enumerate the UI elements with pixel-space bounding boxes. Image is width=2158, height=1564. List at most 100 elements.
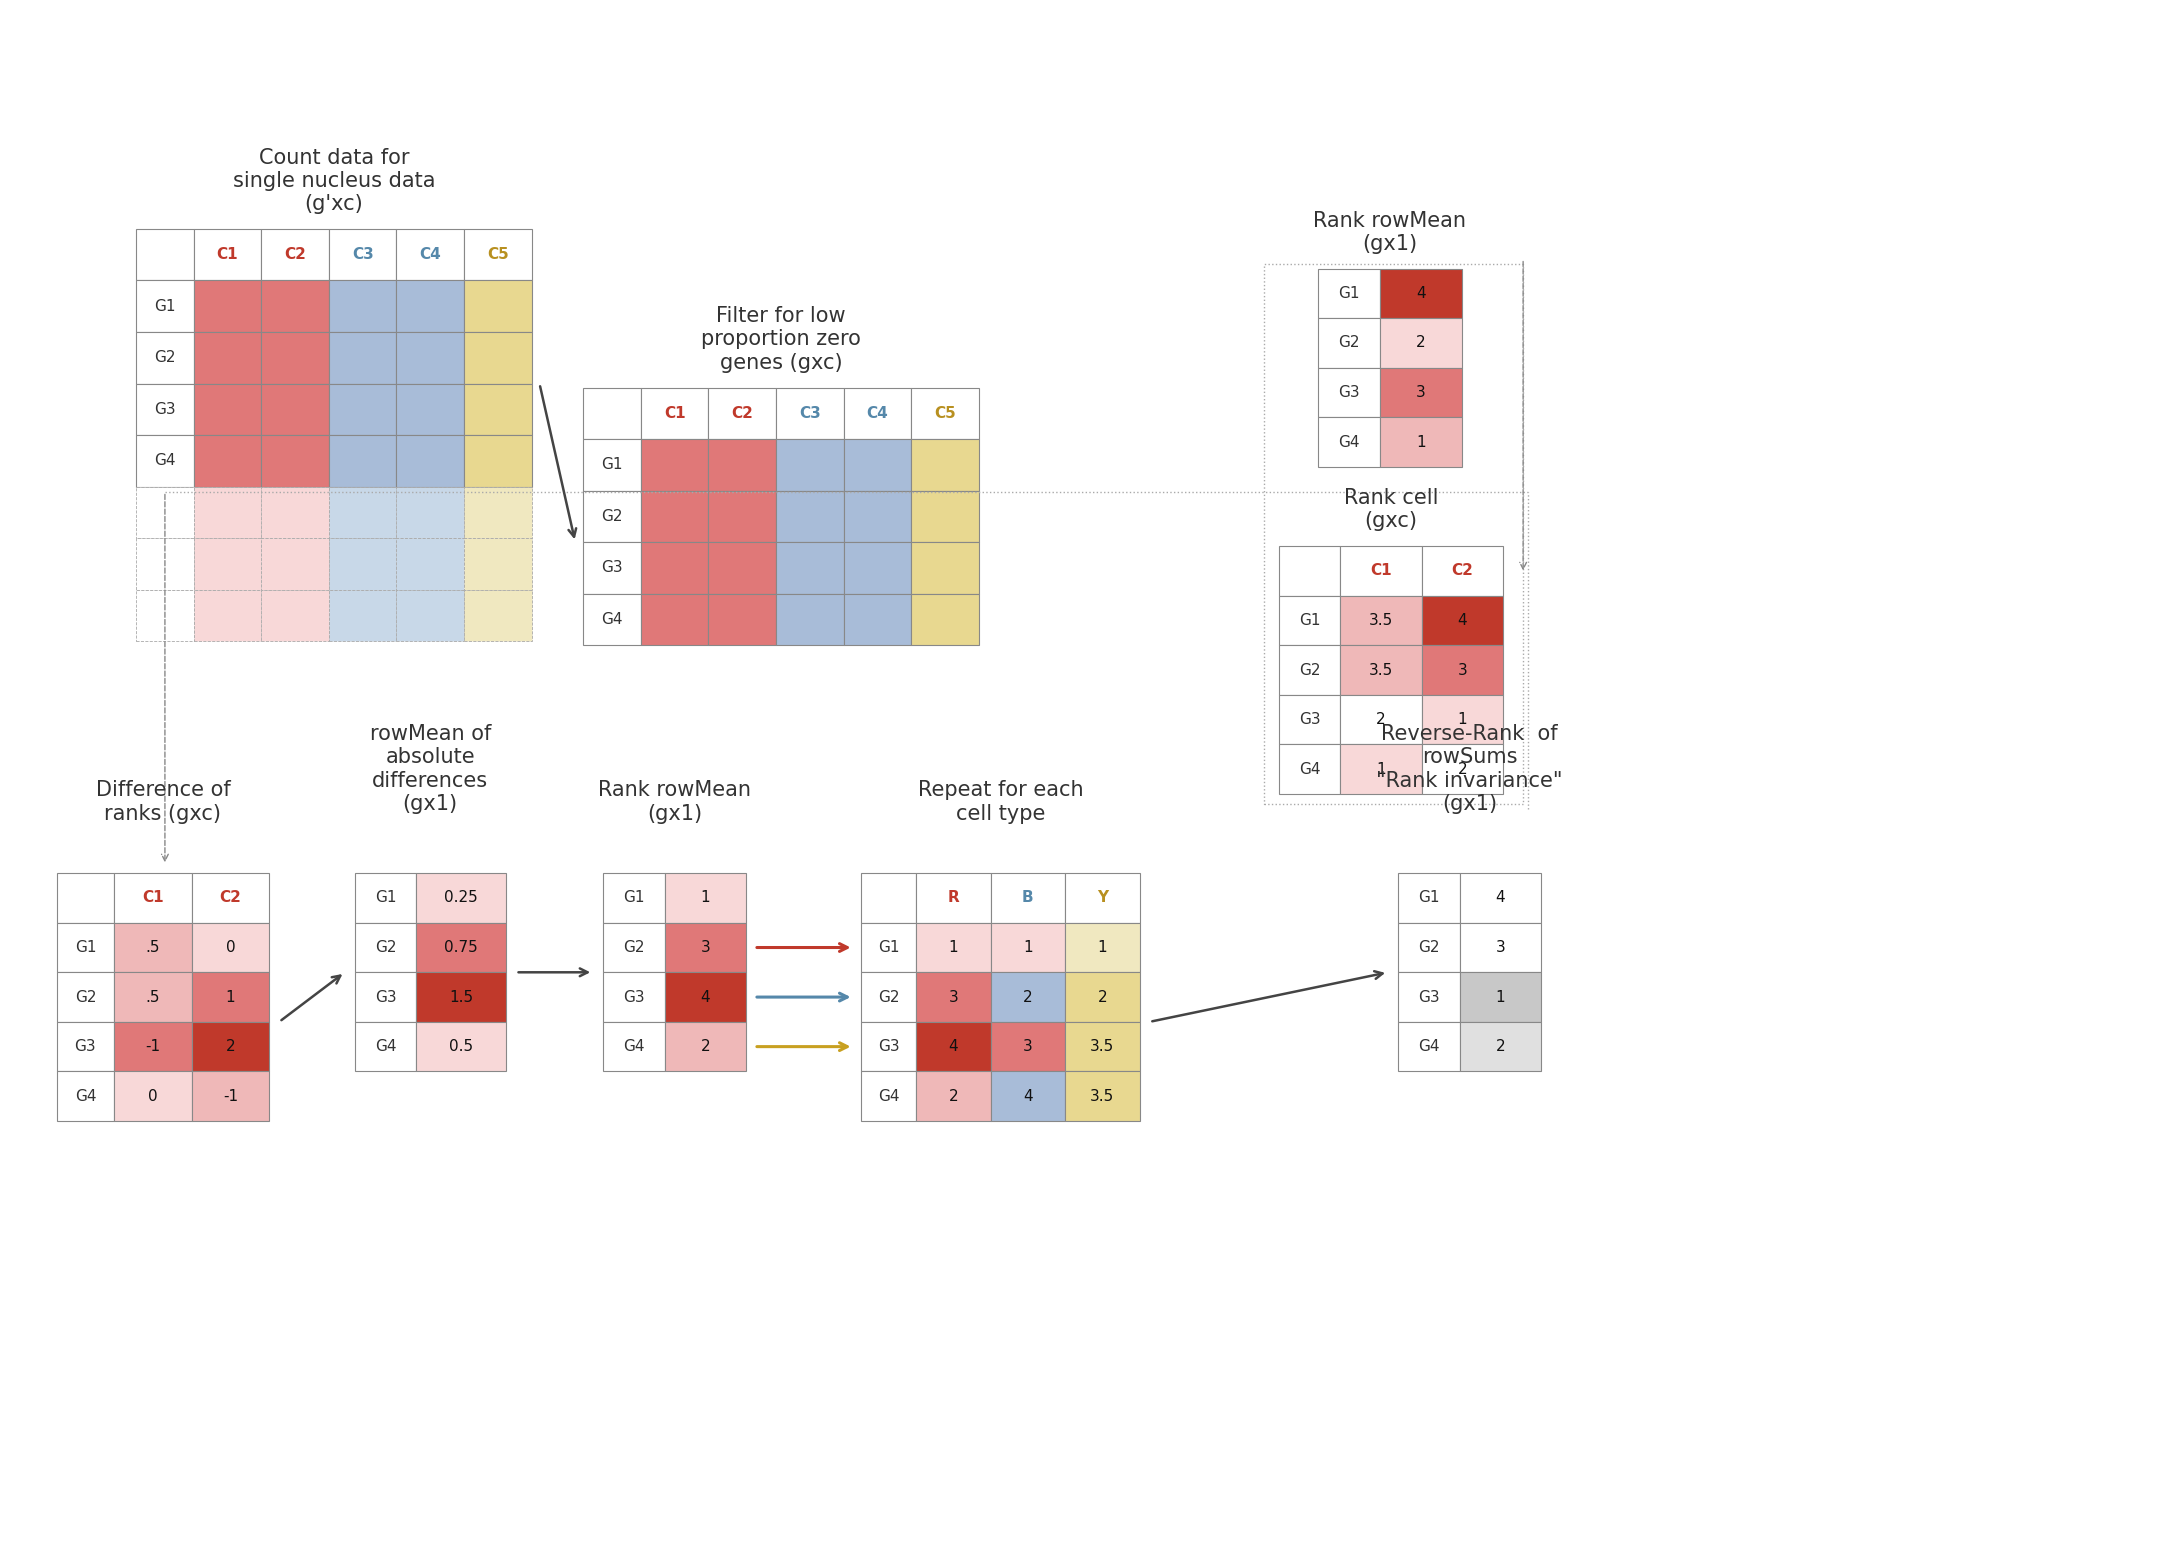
FancyBboxPatch shape: [911, 491, 978, 543]
Text: G2: G2: [1338, 335, 1360, 350]
FancyBboxPatch shape: [194, 332, 261, 383]
FancyBboxPatch shape: [915, 873, 991, 923]
Text: 2: 2: [1457, 762, 1467, 777]
FancyBboxPatch shape: [583, 594, 641, 646]
FancyBboxPatch shape: [991, 923, 1066, 973]
FancyBboxPatch shape: [136, 383, 194, 435]
Text: G3: G3: [1418, 990, 1439, 1004]
FancyBboxPatch shape: [194, 435, 261, 486]
FancyBboxPatch shape: [861, 923, 915, 973]
Text: Reverse-Rank  of
rowSums
"Rank invariance"
(gx1): Reverse-Rank of rowSums "Rank invariance…: [1377, 724, 1562, 813]
Text: B: B: [1023, 890, 1034, 906]
Text: Y: Y: [1096, 890, 1107, 906]
FancyBboxPatch shape: [354, 973, 416, 1021]
FancyBboxPatch shape: [1319, 368, 1381, 418]
FancyBboxPatch shape: [1319, 317, 1381, 368]
Text: 4: 4: [1495, 890, 1504, 906]
Text: G2: G2: [1418, 940, 1439, 956]
FancyBboxPatch shape: [777, 388, 844, 439]
Text: C5: C5: [934, 405, 956, 421]
FancyBboxPatch shape: [194, 590, 261, 641]
Text: 1: 1: [1495, 990, 1504, 1004]
Text: Filter for low
proportion zero
genes (gxc): Filter for low proportion zero genes (gx…: [701, 307, 861, 372]
FancyBboxPatch shape: [641, 594, 708, 646]
FancyBboxPatch shape: [194, 538, 261, 590]
Text: 1: 1: [701, 890, 710, 906]
Text: G3: G3: [1338, 385, 1360, 400]
FancyBboxPatch shape: [194, 280, 261, 332]
Text: G1: G1: [878, 940, 900, 956]
FancyBboxPatch shape: [844, 543, 911, 594]
Text: 2: 2: [1023, 990, 1034, 1004]
Text: C3: C3: [352, 247, 373, 263]
FancyBboxPatch shape: [397, 538, 464, 590]
FancyBboxPatch shape: [328, 435, 397, 486]
FancyBboxPatch shape: [1422, 596, 1504, 646]
FancyBboxPatch shape: [1398, 873, 1459, 923]
FancyBboxPatch shape: [1280, 694, 1340, 744]
Text: 2: 2: [701, 1038, 710, 1054]
Text: G3: G3: [153, 402, 175, 418]
FancyBboxPatch shape: [328, 383, 397, 435]
FancyBboxPatch shape: [665, 973, 747, 1021]
FancyBboxPatch shape: [464, 486, 531, 538]
Text: 3.5: 3.5: [1368, 663, 1394, 677]
Text: 0.75: 0.75: [445, 940, 477, 956]
Text: G3: G3: [602, 560, 624, 576]
FancyBboxPatch shape: [261, 383, 328, 435]
FancyBboxPatch shape: [641, 543, 708, 594]
Text: G4: G4: [375, 1038, 397, 1054]
FancyBboxPatch shape: [136, 332, 194, 383]
Text: 3.5: 3.5: [1090, 1038, 1114, 1054]
FancyBboxPatch shape: [328, 280, 397, 332]
FancyBboxPatch shape: [844, 491, 911, 543]
FancyBboxPatch shape: [192, 973, 270, 1021]
Text: 4: 4: [950, 1038, 958, 1054]
FancyBboxPatch shape: [261, 590, 328, 641]
Text: G3: G3: [1299, 712, 1321, 727]
FancyBboxPatch shape: [1340, 744, 1422, 795]
FancyBboxPatch shape: [708, 439, 777, 491]
Text: 1: 1: [1377, 762, 1385, 777]
FancyBboxPatch shape: [192, 873, 270, 923]
FancyBboxPatch shape: [1340, 646, 1422, 694]
Text: 4: 4: [701, 990, 710, 1004]
Text: C2: C2: [220, 890, 242, 906]
Text: G4: G4: [153, 454, 175, 468]
Text: C3: C3: [798, 405, 820, 421]
FancyBboxPatch shape: [1319, 418, 1381, 466]
FancyBboxPatch shape: [397, 228, 464, 280]
FancyBboxPatch shape: [464, 383, 531, 435]
Text: G2: G2: [1299, 663, 1321, 677]
FancyBboxPatch shape: [915, 973, 991, 1021]
FancyBboxPatch shape: [1280, 546, 1340, 596]
FancyBboxPatch shape: [1459, 1021, 1541, 1071]
Text: 1: 1: [1416, 435, 1426, 449]
FancyBboxPatch shape: [328, 538, 397, 590]
FancyBboxPatch shape: [464, 435, 531, 486]
FancyBboxPatch shape: [136, 228, 194, 280]
FancyBboxPatch shape: [641, 439, 708, 491]
Text: C4: C4: [865, 405, 889, 421]
FancyBboxPatch shape: [1459, 973, 1541, 1021]
FancyBboxPatch shape: [911, 388, 978, 439]
FancyBboxPatch shape: [397, 332, 464, 383]
Text: 1: 1: [1023, 940, 1034, 956]
FancyBboxPatch shape: [665, 873, 747, 923]
FancyBboxPatch shape: [583, 388, 641, 439]
Text: 1: 1: [950, 940, 958, 956]
FancyBboxPatch shape: [136, 538, 194, 590]
FancyBboxPatch shape: [1381, 368, 1461, 418]
FancyBboxPatch shape: [416, 1021, 505, 1071]
Text: -1: -1: [145, 1038, 160, 1054]
Text: C1: C1: [216, 247, 237, 263]
Text: C2: C2: [732, 405, 753, 421]
FancyBboxPatch shape: [602, 1021, 665, 1071]
FancyBboxPatch shape: [136, 280, 194, 332]
Text: 1: 1: [1457, 712, 1467, 727]
FancyBboxPatch shape: [1459, 873, 1541, 923]
FancyBboxPatch shape: [1340, 694, 1422, 744]
Text: 2: 2: [1495, 1038, 1504, 1054]
Text: G2: G2: [602, 508, 624, 524]
Text: 1.5: 1.5: [449, 990, 473, 1004]
